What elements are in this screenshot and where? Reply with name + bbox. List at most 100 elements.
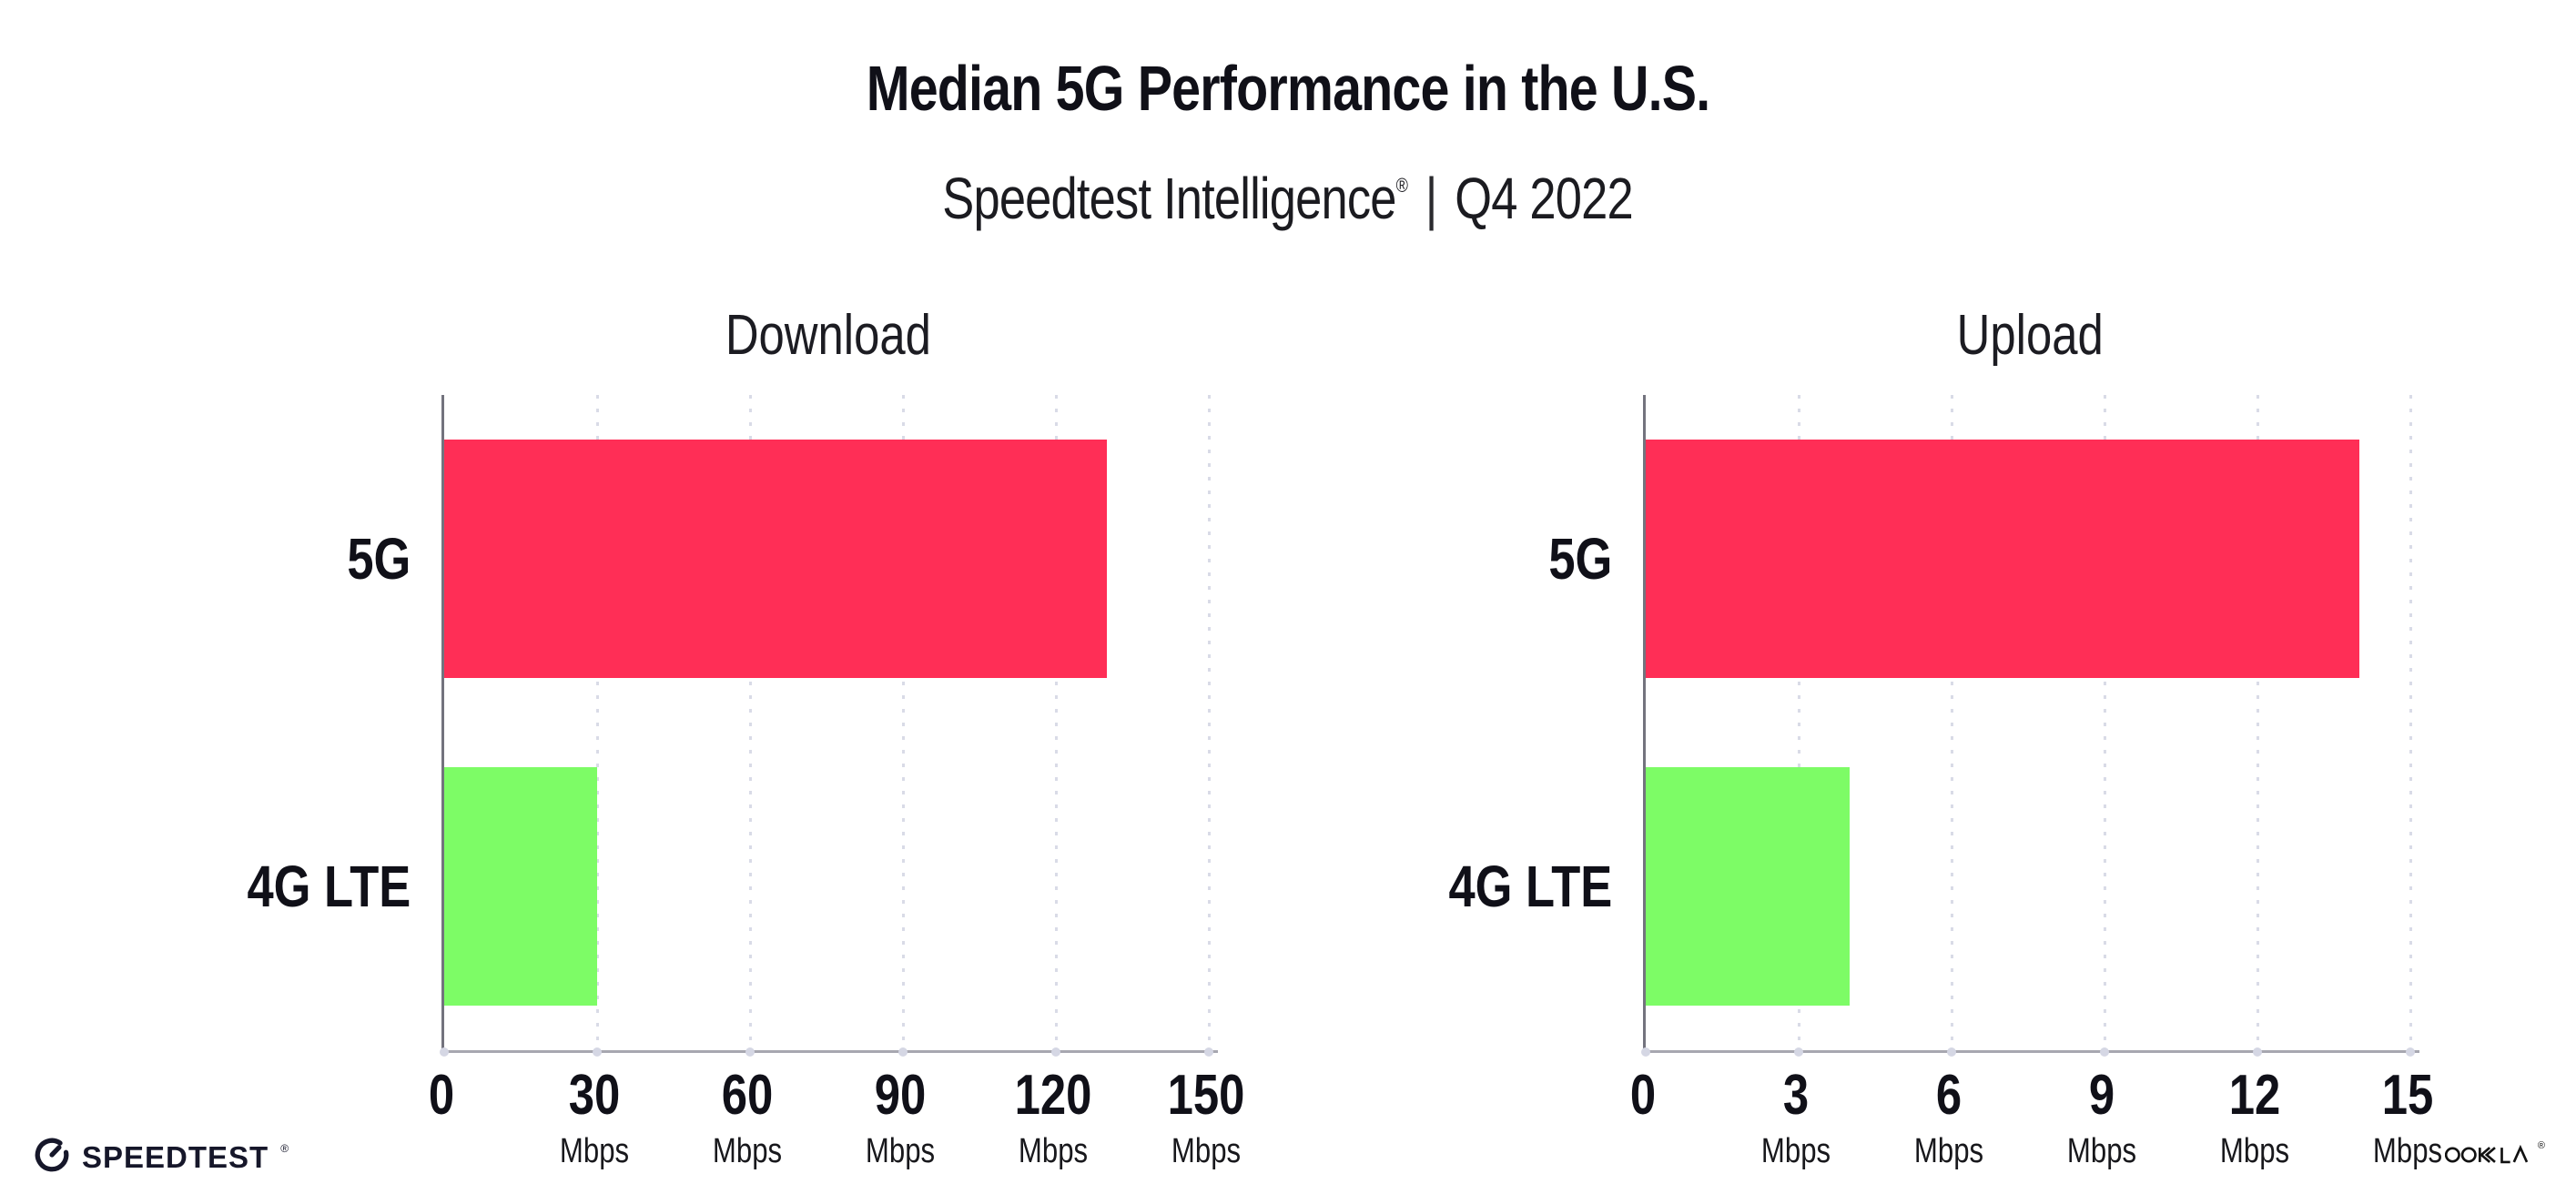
x-tick-value: 12: [2228, 1063, 2281, 1127]
x-tick-value: 0: [1629, 1063, 1657, 1127]
page-title: Median 5G Performance in the U.S.: [0, 56, 2576, 122]
chart-upload: Upload 5G 4G LTE 0 3 Mbps 6 Mbps 9 Mbps 12 Mbps 15 Mb…: [1361, 303, 2442, 1204]
axis-tick-dot: [898, 1047, 908, 1057]
x-tick-unit: Mbps: [1018, 1131, 1089, 1170]
x-tick-15: 15 Mbps: [2366, 1067, 2450, 1171]
registered-mark: ®: [1396, 174, 1408, 197]
axis-tick-dot: [593, 1047, 602, 1057]
y-category-label-4g-lte: 4G LTE: [159, 723, 441, 1050]
axis-tick-dot: [1641, 1047, 1650, 1057]
x-tick-unit: Mbps: [865, 1131, 936, 1170]
axis-tick-dot: [1947, 1047, 1956, 1057]
x-tick-value: 120: [1014, 1063, 1092, 1127]
subtitle-brand: Speedtest Intelligence: [942, 165, 1397, 231]
page-subtitle: Speedtest Intelligence® | Q4 2022: [0, 165, 2576, 232]
x-tick-120: 120 Mbps: [1006, 1067, 1100, 1171]
gridline-30: [596, 394, 599, 1050]
chart-body-download: 5G 4G LTE 0 30 Mbps 60 Mbps 90 Mbps 120 Mbps 150 Mbp…: [159, 394, 1245, 1204]
axis-tick-dot: [1794, 1047, 1803, 1057]
x-tick-unit: Mbps: [1913, 1131, 1984, 1170]
charts-row: Download 5G 4G LTE 0 30 Mbps 60 Mbps 90 Mbps 120 Mb…: [0, 303, 2576, 1204]
bar-4g-lte: [1646, 766, 1850, 1006]
footer: SPEEDTEST ® ®: [0, 1136, 2576, 1179]
gridline-90: [902, 394, 905, 1050]
ookla-registered-mark: ®: [2537, 1140, 2545, 1151]
gridline-3: [1798, 394, 1800, 1050]
bar-5g: [444, 439, 1107, 678]
x-tick-9: 9 Mbps: [2060, 1067, 2145, 1171]
chart-download: Download 5G 4G LTE 0 30 Mbps 60 Mbps 90 Mbps 120 Mb…: [159, 303, 1245, 1204]
axis-tick-dot: [2100, 1047, 2109, 1057]
bar-5g: [1646, 439, 2359, 678]
category-band: [1646, 723, 2419, 1050]
x-tick-unit: Mbps: [2066, 1131, 2137, 1170]
x-tick-12: 12 Mbps: [2213, 1067, 2297, 1171]
chart-title-text: Upload: [1956, 303, 2104, 367]
x-tick-30: 30 Mbps: [553, 1067, 637, 1171]
axis-tick-dot: [1204, 1047, 1213, 1057]
y-category-label-text: 4G LTE: [1448, 853, 1612, 919]
speedtest-registered-mark: ®: [280, 1141, 289, 1155]
gridline-150: [1208, 394, 1211, 1050]
axis-tick-dot: [745, 1047, 755, 1057]
y-category-label-4g-lte: 4G LTE: [1361, 723, 1643, 1050]
header: Median 5G Performance in the U.S. Speedt…: [0, 0, 2576, 232]
y-category-label-text: 5G: [1547, 525, 1612, 592]
gridline-60: [749, 394, 752, 1050]
plot-area-download: [440, 394, 1218, 1057]
gridline-9: [2104, 394, 2106, 1050]
category-band: [444, 395, 1218, 723]
y-category-label-text: 5G: [346, 525, 411, 592]
bar-4g-lte: [444, 766, 597, 1006]
y-category-label-5g: 5G: [1361, 395, 1643, 723]
ookla-wordmark: [2444, 1142, 2536, 1172]
ookla-logo: ®: [2444, 1140, 2545, 1172]
x-axis-ticks-upload: 0 3 Mbps 6 Mbps 9 Mbps 12 Mbps 15 Mbps: [1630, 1067, 2442, 1204]
x-tick-unit: Mbps: [2372, 1131, 2443, 1170]
gridline-15: [2409, 394, 2412, 1050]
x-tick-90: 90 Mbps: [858, 1067, 943, 1171]
y-category-label-5g: 5G: [159, 395, 441, 723]
x-tick-value: 3: [1782, 1063, 1810, 1127]
axis-tick-dot: [1051, 1047, 1060, 1057]
y-axis-labels: 5G 4G LTE: [159, 395, 441, 1204]
x-tick-6: 6 Mbps: [1907, 1067, 1992, 1171]
x-tick-0: 0: [1628, 1067, 1658, 1124]
page-subtitle-text: Speedtest Intelligence® | Q4 2022: [943, 165, 1634, 232]
x-tick-value: 30: [568, 1063, 621, 1127]
x-tick-0: 0: [426, 1067, 457, 1124]
x-tick-value: 6: [1935, 1063, 1962, 1127]
gridline-120: [1055, 394, 1058, 1050]
y-category-label-text: 4G LTE: [247, 853, 411, 919]
x-tick-unit: Mbps: [1760, 1131, 1831, 1170]
x-axis-ticks-download: 0 30 Mbps 60 Mbps 90 Mbps 120 Mbps 150 Mbps: [429, 1067, 1245, 1204]
x-tick-unit: Mbps: [559, 1131, 630, 1170]
plot-wrap-download: 0 30 Mbps 60 Mbps 90 Mbps 120 Mbps 150 Mbps: [429, 394, 1245, 1204]
speedtest-wordmark: SPEEDTEST: [82, 1139, 269, 1174]
subtitle-separator: |: [1425, 165, 1438, 231]
x-tick-60: 60 Mbps: [705, 1067, 790, 1171]
chart-title-upload: Upload: [1643, 303, 2417, 368]
x-tick-value: 9: [2088, 1063, 2115, 1127]
x-tick-value: 0: [428, 1063, 455, 1127]
category-band: [1646, 395, 2419, 723]
chart-title-text: Download: [725, 303, 932, 367]
x-tick-value: 60: [721, 1063, 774, 1127]
x-tick-unit: Mbps: [1171, 1131, 1242, 1170]
x-tick-unit: Mbps: [712, 1131, 783, 1170]
gridline-6: [1951, 394, 1953, 1050]
plot-wrap-upload: 0 3 Mbps 6 Mbps 9 Mbps 12 Mbps 15 Mbps: [1630, 394, 2442, 1204]
page-title-text: Median 5G Performance in the U.S.: [866, 52, 1710, 124]
gridline-12: [2257, 394, 2259, 1050]
subtitle-period: Q4 2022: [1455, 165, 1634, 231]
chart-title-download: Download: [441, 303, 1215, 368]
x-tick-150: 150 Mbps: [1159, 1067, 1253, 1171]
axis-tick-dot: [440, 1047, 449, 1057]
axis-tick-dot: [2253, 1047, 2262, 1057]
x-tick-value: 150: [1167, 1063, 1245, 1127]
x-tick-value: 15: [2381, 1063, 2434, 1127]
category-band: [444, 723, 1218, 1050]
chart-body-upload: 5G 4G LTE 0 3 Mbps 6 Mbps 9 Mbps 12 Mbps 15 Mbps: [1361, 394, 2442, 1204]
x-tick-3: 3 Mbps: [1754, 1067, 1839, 1171]
x-tick-value: 90: [874, 1063, 927, 1127]
